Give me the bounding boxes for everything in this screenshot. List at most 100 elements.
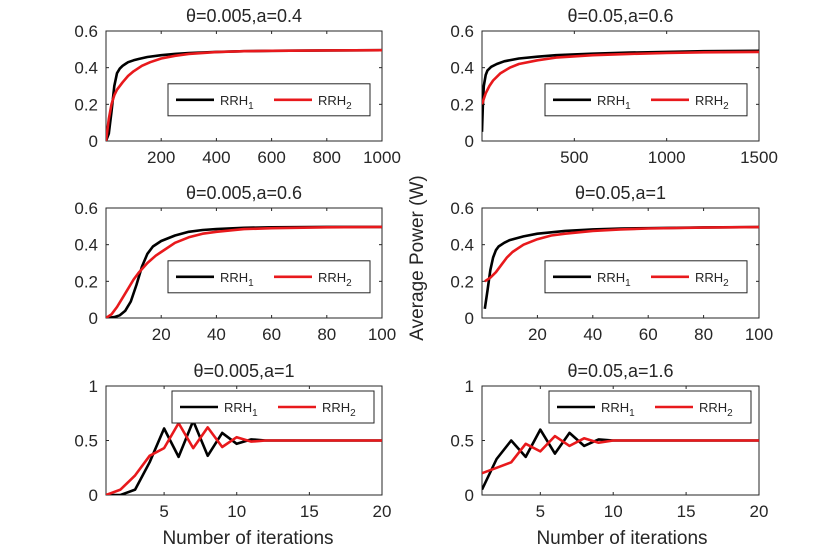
legend-label-subscript: 1 xyxy=(248,278,254,289)
x-tick-label: 1000 xyxy=(648,148,686,167)
legend-label-subscript: 2 xyxy=(727,408,733,419)
legend-label: RRH2 xyxy=(322,400,356,419)
y-tick-label: 0 xyxy=(465,309,474,328)
x-tick-label: 20 xyxy=(750,502,769,521)
legend-label: RRH1 xyxy=(220,270,254,289)
legend-label: RRH1 xyxy=(220,93,254,112)
x-tick-label: 80 xyxy=(694,325,713,344)
legend-label-subscript: 1 xyxy=(625,278,631,289)
x-tick-label: 100 xyxy=(368,325,396,344)
chart-title: θ=0.005,a=0.6 xyxy=(186,183,302,203)
chart-panel-6: 5 10 15 20 0 0.5 1 θ=0.05,a=1.6 RRH1 RRH2 xyxy=(450,361,768,521)
y-tick-label: 0.5 xyxy=(450,432,474,451)
legend-label: RRH1 xyxy=(597,93,631,112)
series-line-rrh2 xyxy=(484,225,759,283)
legend-label: RRH2 xyxy=(699,400,733,419)
y-tick-label: 0.4 xyxy=(450,59,474,78)
x-axis-label-right: Number of iterations xyxy=(536,528,707,548)
legend-label: RRH1 xyxy=(601,400,635,419)
x-tick-label: 400 xyxy=(202,148,230,167)
y-tick-label: 0.4 xyxy=(74,59,98,78)
y-tick-label: 0.6 xyxy=(74,199,98,218)
chart-title: θ=0.005,a=1 xyxy=(193,361,294,381)
y-tick-label: 0.6 xyxy=(450,22,474,41)
legend-label-subscript: 2 xyxy=(346,101,352,112)
x-tick-label: 500 xyxy=(560,148,588,167)
legend-label: RRH2 xyxy=(318,93,352,112)
x-tick-label: 5 xyxy=(159,502,168,521)
x-tick-label: 15 xyxy=(300,502,319,521)
legend: RRH1 RRH2 xyxy=(548,390,752,424)
y-tick-label: 0 xyxy=(89,132,98,151)
y-tick-label: 0 xyxy=(465,132,474,151)
legend: RRH1 RRH2 xyxy=(544,83,748,117)
legend-label: RRH1 xyxy=(597,270,631,289)
y-axis-label-right-column: Average Power (W) xyxy=(407,175,428,340)
chart-title: θ=0.05,a=1.6 xyxy=(567,361,673,381)
chart-title: θ=0.005,a=0.4 xyxy=(186,6,302,26)
legend-label-subscript: 1 xyxy=(248,101,254,112)
x-tick-label: 1000 xyxy=(363,148,401,167)
legend-label: RRH2 xyxy=(695,93,729,112)
x-tick-label: 200 xyxy=(147,148,175,167)
series-line-rrh2 xyxy=(482,50,759,105)
legend-box xyxy=(171,390,375,424)
legend-label-subscript: 2 xyxy=(346,278,352,289)
x-tick-label: 20 xyxy=(528,325,547,344)
x-tick-label: 800 xyxy=(313,148,341,167)
legend: RRH1 RRH2 xyxy=(544,260,748,294)
x-tick-label: 40 xyxy=(207,325,226,344)
y-tick-label: 0 xyxy=(89,486,98,505)
x-tick-label: 40 xyxy=(583,325,602,344)
x-tick-label: 1500 xyxy=(740,148,778,167)
y-tick-label: 1 xyxy=(465,377,474,396)
legend-label-subscript: 1 xyxy=(625,101,631,112)
y-tick-label: 0.4 xyxy=(74,236,98,255)
x-tick-label: 10 xyxy=(604,502,623,521)
x-tick-label: 5 xyxy=(536,502,545,521)
legend-label: RRH1 xyxy=(224,400,258,419)
legend-label-subscript: 2 xyxy=(350,408,356,419)
x-tick-label: 10 xyxy=(227,502,246,521)
chart-title: θ=0.05,a=0.6 xyxy=(567,6,673,26)
chart-title: θ=0.05,a=1 xyxy=(575,183,666,203)
y-tick-label: 0.2 xyxy=(450,95,474,114)
y-tick-label: 0.5 xyxy=(74,432,98,451)
y-tick-label: 0.6 xyxy=(74,22,98,41)
legend-label: RRH2 xyxy=(695,270,729,289)
legend-label-subscript: 1 xyxy=(252,408,258,419)
legend: RRH1 RRH2 xyxy=(171,390,375,424)
legend: RRH1 RRH2 xyxy=(167,83,371,117)
series-line-rrh2 xyxy=(106,421,382,495)
x-tick-label: 80 xyxy=(317,325,336,344)
legend-label-subscript: 2 xyxy=(723,278,729,289)
x-tick-label: 600 xyxy=(257,148,285,167)
y-tick-label: 0.2 xyxy=(74,95,98,114)
chart-panel-1: 200 400 600 800 1000 0 0.2 0.4 0.6 θ=0.005,a=0.4 R… xyxy=(74,6,401,167)
x-tick-label: 60 xyxy=(262,325,281,344)
legend-label-subscript: 2 xyxy=(723,101,729,112)
y-tick-label: 0 xyxy=(89,309,98,328)
y-tick-label: 1 xyxy=(89,377,98,396)
series-line-rrh2 xyxy=(482,434,759,475)
y-tick-label: 0.2 xyxy=(74,272,98,291)
x-tick-label: 20 xyxy=(152,325,171,344)
legend: RRH1 RRH2 xyxy=(167,260,371,294)
x-tick-label: 15 xyxy=(677,502,696,521)
y-tick-label: 0 xyxy=(465,486,474,505)
x-axis-label-left: Number of iterations xyxy=(162,528,333,548)
series-line-rrh2 xyxy=(106,225,382,318)
legend-label: RRH2 xyxy=(318,270,352,289)
y-tick-label: 0.2 xyxy=(450,272,474,291)
chart-panel-4: 20 40 60 80 100 0 0.2 0.4 0.6 θ=0.05,a=1 RRH1 RRH2 xyxy=(450,183,773,344)
chart-panel-5: 5 10 15 20 0 0.5 1 θ=0.005,a=1 RRH1 RRH2 xyxy=(74,361,391,521)
x-tick-label: 60 xyxy=(639,325,658,344)
series-line-rrh2 xyxy=(106,48,382,141)
y-tick-label: 0.4 xyxy=(450,236,474,255)
x-tick-label: 100 xyxy=(745,325,773,344)
y-tick-label: 0.6 xyxy=(450,199,474,218)
legend-label-subscript: 1 xyxy=(629,408,635,419)
x-tick-label: 20 xyxy=(373,502,392,521)
